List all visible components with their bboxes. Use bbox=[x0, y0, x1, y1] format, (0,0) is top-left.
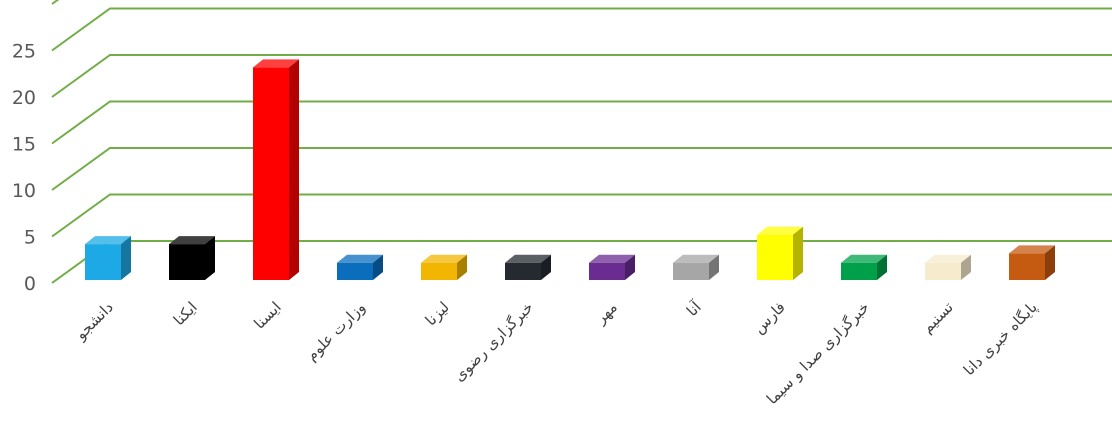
bar-side bbox=[121, 236, 131, 280]
y-tick-label: 0 bbox=[24, 273, 36, 295]
bar-front bbox=[337, 262, 373, 280]
bar-side bbox=[961, 254, 971, 280]
bar bbox=[253, 59, 299, 281]
category-label: فارس bbox=[750, 298, 789, 337]
bar-top bbox=[169, 236, 215, 245]
bar-front bbox=[505, 262, 541, 280]
category-labels: دانشجو ایکنا ایسنا وزارت علوم لیزناخبرگزاری … bbox=[71, 298, 1042, 408]
gridline-25 bbox=[51, 7, 1112, 52]
gridline-5 bbox=[51, 193, 1112, 238]
y-tick-label: 10 bbox=[12, 180, 36, 202]
bar bbox=[1009, 245, 1055, 280]
gridline-15 bbox=[51, 100, 1112, 145]
category-label: دانشجو bbox=[71, 298, 117, 344]
bar bbox=[421, 254, 467, 280]
bar-front bbox=[253, 67, 289, 281]
bar-front bbox=[169, 244, 205, 280]
bar-top bbox=[757, 226, 803, 235]
bar-top bbox=[505, 254, 551, 263]
bar bbox=[505, 254, 551, 280]
bar-side bbox=[877, 254, 887, 280]
bar-side bbox=[289, 59, 299, 281]
bar bbox=[337, 254, 383, 280]
category-label: پایگاه خبری دانا bbox=[960, 298, 1042, 380]
category-label: مهر bbox=[591, 298, 621, 328]
bar-top bbox=[589, 254, 635, 263]
bar-top bbox=[841, 254, 887, 263]
bar-front bbox=[421, 262, 457, 280]
bar-front bbox=[757, 234, 793, 280]
bar bbox=[757, 226, 803, 280]
bar-side bbox=[709, 254, 719, 280]
bar-top bbox=[337, 254, 383, 263]
bar-front bbox=[673, 262, 709, 280]
bar-side bbox=[205, 236, 215, 280]
y-axis-ticks: 0 5 10 15 20 25 bbox=[12, 41, 36, 296]
category-label: خبرگزاری رضوی bbox=[450, 298, 537, 385]
bar bbox=[169, 236, 215, 280]
bar-side bbox=[793, 226, 803, 280]
gridline-30 bbox=[51, 0, 60, 5]
bar-top bbox=[1009, 245, 1055, 254]
category-label: ایکنا bbox=[170, 298, 201, 329]
y-tick-label: 15 bbox=[12, 134, 36, 156]
bar bbox=[589, 254, 635, 280]
bar-side bbox=[541, 254, 551, 280]
bar-top bbox=[925, 254, 971, 263]
bar-front bbox=[925, 262, 961, 280]
y-tick-label: 20 bbox=[12, 87, 36, 109]
category-label: ایسنا bbox=[250, 298, 285, 333]
bar-side bbox=[1045, 245, 1055, 280]
category-label: وزارت علوم bbox=[303, 298, 369, 364]
bar bbox=[925, 254, 971, 280]
category-label: آنا bbox=[683, 298, 705, 320]
bar-top bbox=[253, 59, 299, 68]
bars bbox=[85, 59, 1055, 281]
category-label: لیزنا bbox=[422, 298, 453, 329]
gridline-20 bbox=[51, 54, 1112, 98]
bar-front bbox=[85, 244, 121, 280]
bar bbox=[673, 254, 719, 280]
bar-top bbox=[85, 236, 131, 245]
bar bbox=[841, 254, 887, 280]
bar-front bbox=[841, 262, 877, 280]
bar-front bbox=[1009, 253, 1045, 280]
bar-side bbox=[625, 254, 635, 280]
category-label: تسنیم bbox=[918, 298, 957, 337]
bar-side bbox=[373, 254, 383, 280]
gridline-10 bbox=[51, 147, 1112, 191]
y-tick-label: 5 bbox=[24, 227, 36, 249]
bar-front bbox=[589, 262, 625, 280]
bar-top bbox=[673, 254, 719, 263]
y-tick-label: 25 bbox=[12, 41, 36, 63]
bar bbox=[85, 236, 131, 280]
bar-side bbox=[457, 254, 467, 280]
bar-top bbox=[421, 254, 467, 263]
